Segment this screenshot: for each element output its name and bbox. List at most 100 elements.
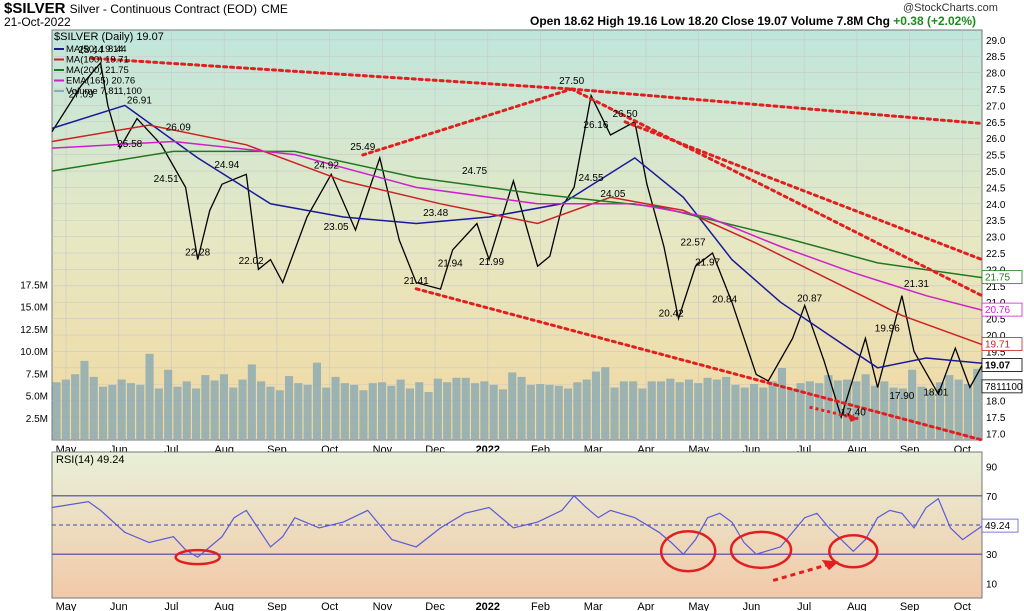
volume-bar <box>126 383 135 440</box>
legend-entry: MA(100) 19.71 <box>66 55 129 66</box>
volume-bar <box>917 386 926 440</box>
rsi-x-tick-label: Aug <box>847 601 867 611</box>
y-axis-ticks: 29.0 28.5 28.0 27.5 27.0 26.5 26.0 25.5 25.0 24.5… <box>986 36 1006 441</box>
volume-bar <box>173 386 182 440</box>
rsi-highlight-ellipse <box>729 530 793 570</box>
price-annotation: 27.50 <box>559 76 584 87</box>
volume-bar <box>210 380 219 440</box>
right-label-box <box>981 379 1023 394</box>
price-annotation: 20.87 <box>797 294 822 305</box>
y-tick-label: 23.0 <box>986 233 1006 244</box>
rsi-highlight-ellipse <box>174 548 221 566</box>
rsi-x-tick-label: May <box>688 601 709 611</box>
volume-tick-label: 7.5M <box>26 369 48 380</box>
volume-bar <box>694 383 703 440</box>
volume-bar <box>285 376 294 440</box>
trendline <box>361 87 574 157</box>
volume-bar <box>619 381 628 440</box>
rsi-x-tick-label: Sep <box>900 601 920 611</box>
price-line <box>51 61 983 420</box>
price-annotation: 17.40 <box>841 407 866 418</box>
volume-bar <box>192 388 201 440</box>
right-label: 19.71 <box>985 340 1010 351</box>
main-panel-bg <box>51 29 983 441</box>
exchange: CME <box>261 2 288 16</box>
volume-bar <box>396 379 405 440</box>
price-annotation: 25.58 <box>117 139 142 150</box>
price-annotation: 18.01 <box>923 387 948 398</box>
volume-bar <box>424 392 433 440</box>
volume-bar <box>433 378 442 440</box>
volume-bar <box>322 387 331 440</box>
rsi-tick-label: 30 <box>986 550 998 561</box>
chart-date: 21-Oct-2022 <box>4 15 71 29</box>
volume-bar <box>238 379 247 440</box>
price-annotation: 28.44 <box>78 45 103 56</box>
trendlines <box>89 56 984 442</box>
volume-bar <box>461 377 470 440</box>
volume-bar <box>303 384 312 440</box>
volume-bar <box>787 388 796 440</box>
legend-entry: EMA(165) 20.76 <box>66 76 135 87</box>
price-annotation: 26.16 <box>583 120 608 131</box>
volume-bar <box>443 382 452 440</box>
y-tick-label: 17.0 <box>986 429 1006 440</box>
volume-bar <box>936 382 945 440</box>
right-value-labels: 21.75 20.76 19.71 19.07 7811100 <box>981 270 1023 394</box>
volume-bar <box>554 385 563 440</box>
volume-bar <box>684 379 693 440</box>
volume-tick-label: 12.5M <box>20 325 48 336</box>
volume-bars <box>52 353 982 440</box>
legend-entry: MA(200) 21.75 <box>66 65 129 76</box>
volume-bar <box>219 374 228 440</box>
volume-bar <box>815 383 824 440</box>
rsi-tick-label: 10 <box>986 579 998 590</box>
y-tick-label: 25.0 <box>986 167 1006 178</box>
trendline <box>623 120 984 262</box>
price-annotation: 21.94 <box>438 258 463 269</box>
price-annotation: 26.91 <box>127 95 152 106</box>
volume-bar <box>926 390 935 440</box>
volume-tick-label: 10.0M <box>20 347 48 358</box>
rsi-x-axis-ticks: May Jun Jul Aug Sep Oct Nov Dec 2022 Feb Mar Apr May… <box>56 601 971 611</box>
volume-bar <box>517 376 526 440</box>
price-annotation: 26.09 <box>166 122 191 133</box>
volume-bar <box>675 382 684 440</box>
rsi-x-tick-label: Sep <box>267 601 287 611</box>
rsi-series <box>51 494 983 558</box>
price-annotation: 24.55 <box>579 173 604 184</box>
volume-bar <box>452 377 461 440</box>
volume-bar <box>164 369 173 440</box>
rsi-x-tick-label: Aug <box>214 601 234 611</box>
y-tick-label: 26.0 <box>986 134 1006 145</box>
price-annotation: 24.92 <box>314 161 339 172</box>
volume-bar <box>378 382 387 440</box>
price-series <box>51 61 983 420</box>
rsi-x-tick-label: Mar <box>584 601 603 611</box>
right-label-box <box>981 270 1023 285</box>
volume-bar <box>182 381 191 440</box>
volume-bar <box>629 381 638 440</box>
legend-title: $SILVER (Daily) 19.07 <box>54 31 164 43</box>
trendline <box>89 56 574 91</box>
y-tick-label: 17.5 <box>986 413 1006 424</box>
volume-tick-label: 15.0M <box>20 303 48 314</box>
ma-line <box>51 124 983 346</box>
ohlc-values: Open 18.62 High 19.16 Low 18.20 Close 19… <box>530 14 890 28</box>
rsi-x-tick-label: Dec <box>425 601 445 611</box>
right-label-box <box>981 337 1023 351</box>
volume-bar <box>945 375 954 440</box>
rsi-value-label: 49.24 <box>985 521 1010 532</box>
price-annotation: 24.75 <box>462 166 487 177</box>
right-label-box <box>981 302 1023 317</box>
volume-bar <box>954 379 963 440</box>
volume-bar <box>768 381 777 440</box>
volume-bar <box>145 353 154 440</box>
rsi-x-tick-label: 2022 <box>476 601 500 611</box>
volume-bar <box>638 388 647 440</box>
volume-bar <box>52 382 61 440</box>
y-tick-label: 23.5 <box>986 216 1006 227</box>
rsi-arrow <box>772 561 835 582</box>
